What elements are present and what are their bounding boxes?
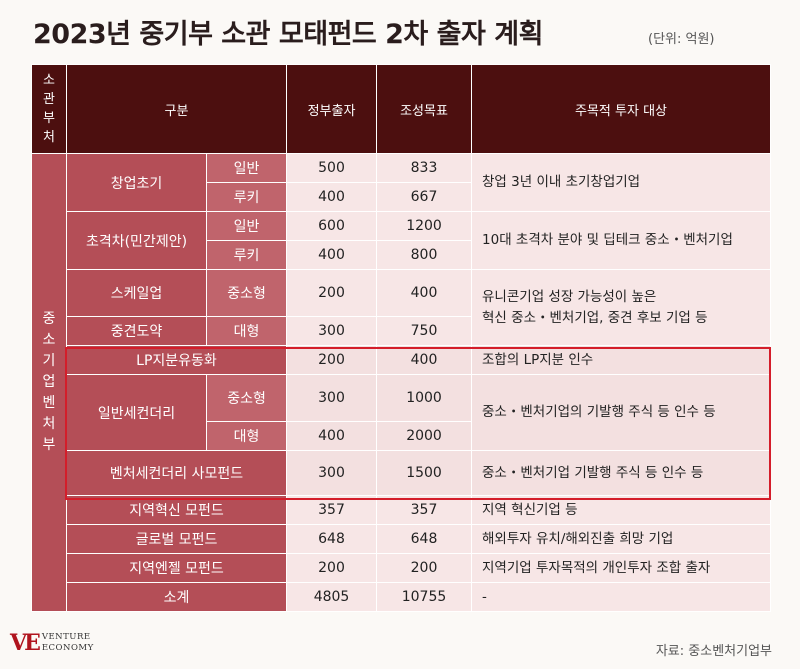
category-cell: 초격차(민간제안) xyxy=(66,211,207,270)
table-row: 벤처세컨더리 사모펀드 300 1500 중소・벤처기업 기발행 주식 등 인수… xyxy=(32,450,772,496)
table-row: 소계 4805 10755 - xyxy=(32,582,772,612)
gov-cell: 200 xyxy=(286,553,378,583)
table-row: 지역혁신 모펀드 357 357 지역 혁신기업 등 xyxy=(32,495,772,525)
desc-cell: 지역 혁신기업 등 xyxy=(471,495,772,525)
target-cell: 1200 xyxy=(376,211,473,241)
table-row: 루키 400 800 xyxy=(32,240,771,270)
desc-cell: 지역기업 투자목적의 개인투자 조합 출자 xyxy=(471,553,772,583)
table-row: 글로벌 모펀드 648 648 해외투자 유치/해외진출 희망 기업 xyxy=(32,524,772,554)
logo-text: VENTURE ECONOMY xyxy=(41,632,94,653)
dept-cell: 중소기업벤처부 xyxy=(31,153,67,612)
unit-label: (단위: 억원) xyxy=(648,32,715,47)
gov-cell: 200 xyxy=(286,345,378,375)
desc-cell: 창업 3년 이내 초기창업기업 xyxy=(471,153,772,212)
table-row: 루키 400 667 xyxy=(32,182,771,212)
category-cell: 스케일업 xyxy=(66,269,207,317)
target-cell: 2000 xyxy=(376,421,473,451)
table-header-row: 소관부처 구분 정부출자 조성목표 주목적 투자 대상 xyxy=(31,64,772,154)
sub-cell: 일반 xyxy=(205,211,288,241)
target-cell: 1000 xyxy=(376,374,473,422)
gov-cell: 357 xyxy=(286,495,378,525)
target-cell: 400 xyxy=(376,345,473,375)
target-cell: 800 xyxy=(376,240,473,270)
category-cell: 중견도약 xyxy=(66,316,207,346)
target-cell: 357 xyxy=(376,495,473,525)
sub-cell: 루키 xyxy=(205,240,288,270)
fund-plan-table: 소관부처 구분 정부출자 조성목표 주목적 투자 대상 중소기업벤처부 창업초기… xyxy=(31,64,772,612)
desc-cell: 유니콘기업 성장 가능성이 높은 혁신 중소・벤처기업, 중견 후보 기업 등 xyxy=(471,269,772,346)
sub-cell: 중소형 xyxy=(205,374,288,422)
table-row: LP지분유동화 200 400 조합의 LP지분 인수 xyxy=(32,345,772,375)
table-row: 대형 400 2000 xyxy=(32,421,771,451)
category-cell: 지역혁신 모펀드 xyxy=(65,495,288,525)
category-cell: 일반세컨더리 xyxy=(66,374,207,451)
sub-cell: 일반 xyxy=(205,153,288,183)
desc-cell: 해외투자 유치/해외진출 희망 기업 xyxy=(471,524,772,554)
sub-cell: 대형 xyxy=(205,316,288,346)
source-label: 자료: 중소벤처기업부 xyxy=(655,644,772,659)
gov-cell: 500 xyxy=(286,153,378,183)
target-cell: 200 xyxy=(376,553,473,583)
desc-cell: 조합의 LP지분 인수 xyxy=(471,345,772,375)
desc-cell: - xyxy=(471,582,772,612)
header-dept: 소관부처 xyxy=(31,64,67,154)
page-title: 2023년 중기부 소관 모태펀드 2차 출자 계획 xyxy=(33,19,543,50)
table-row: 지역엔젤 모펀드 200 200 지역기업 투자목적의 개인투자 조합 출자 xyxy=(32,553,772,583)
category-cell: 지역엔젤 모펀드 xyxy=(65,553,288,583)
category-cell: LP지분유동화 xyxy=(65,345,288,375)
gov-cell: 400 xyxy=(286,182,378,212)
category-cell: 글로벌 모펀드 xyxy=(65,524,288,554)
target-cell: 1500 xyxy=(376,450,473,496)
gov-cell: 4805 xyxy=(286,582,378,612)
table-row: 초격차(민간제안) 일반 600 1200 10대 초격차 분야 및 딥테크 중… xyxy=(32,211,772,270)
desc-cell: 중소・벤처기업 기발행 주식 등 인수 등 xyxy=(471,450,772,496)
gov-cell: 400 xyxy=(286,240,378,270)
gov-cell: 648 xyxy=(286,524,378,554)
table-row: 스케일업 중소형 200 400 유니콘기업 성장 가능성이 높은 혁신 중소・벤… xyxy=(32,269,772,346)
target-cell: 750 xyxy=(376,316,473,346)
target-cell: 10755 xyxy=(376,582,473,612)
gov-cell: 300 xyxy=(286,374,378,422)
header-gov: 정부출자 xyxy=(286,64,378,154)
category-cell: 소계 xyxy=(65,582,288,612)
target-cell: 667 xyxy=(376,182,473,212)
gov-cell: 300 xyxy=(286,450,378,496)
gov-cell: 400 xyxy=(286,421,378,451)
sub-cell: 중소형 xyxy=(205,269,288,317)
target-cell: 648 xyxy=(376,524,473,554)
header-target: 조성목표 xyxy=(376,64,473,154)
logo: VE VENTURE ECONOMY xyxy=(10,630,94,656)
desc-cell: 중소・벤처기업의 기발행 주식 등 인수 등 xyxy=(471,374,772,451)
target-cell: 400 xyxy=(376,269,473,317)
table-row: 중소기업벤처부 창업초기 일반 500 833 창업 3년 이내 초기창업기업 xyxy=(31,153,772,612)
category-cell: 벤처세컨더리 사모펀드 xyxy=(65,450,288,496)
table-row: 일반세컨더리 중소형 300 1000 중소・벤처기업의 기발행 주식 등 인수… xyxy=(32,374,772,451)
gov-cell: 200 xyxy=(286,269,378,317)
logo-mark: VE xyxy=(10,630,41,656)
header-desc: 주목적 투자 대상 xyxy=(471,64,772,154)
desc-cell: 10대 초격차 분야 및 딥테크 중소・벤처기업 xyxy=(471,211,772,270)
table-row: 중견도약 대형 300 750 xyxy=(32,316,771,346)
header-category: 구분 xyxy=(65,64,288,154)
gov-cell: 300 xyxy=(286,316,378,346)
target-cell: 833 xyxy=(376,153,473,183)
sub-cell: 루키 xyxy=(205,182,288,212)
category-cell: 창업초기 xyxy=(66,153,207,212)
gov-cell: 600 xyxy=(286,211,378,241)
sub-cell: 대형 xyxy=(205,421,288,451)
